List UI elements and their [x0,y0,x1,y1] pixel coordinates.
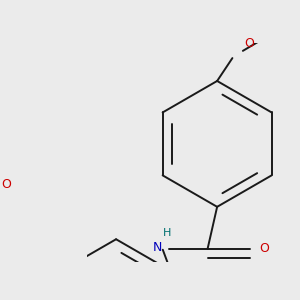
Text: O: O [1,178,11,190]
Text: N: N [152,241,162,254]
Text: H: H [164,228,172,238]
Text: O: O [244,38,254,50]
Text: O: O [259,242,269,255]
